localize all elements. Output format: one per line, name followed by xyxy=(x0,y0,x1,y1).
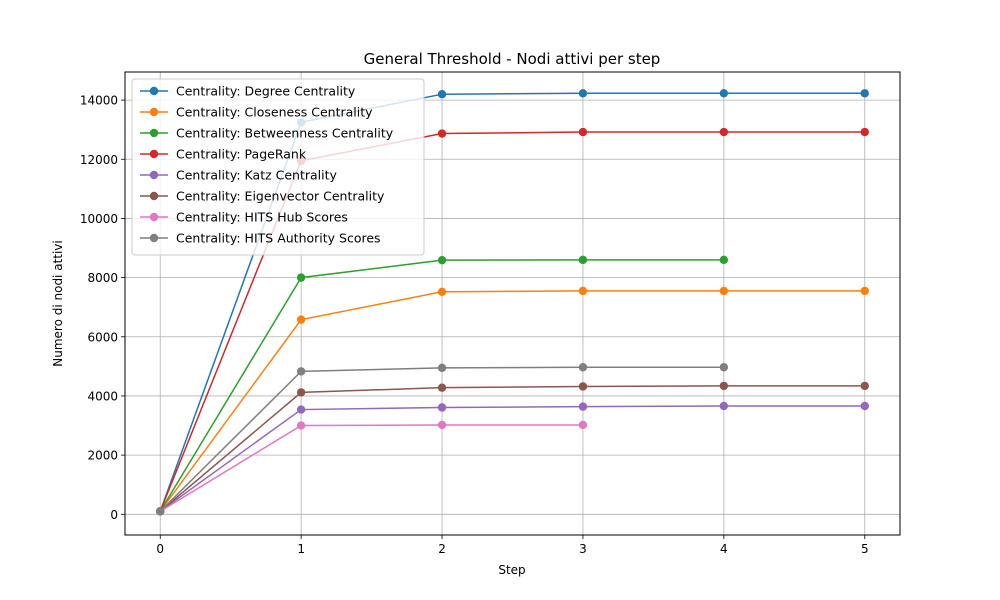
legend-marker xyxy=(149,191,159,201)
legend-label: Centrality: Closeness Centrality xyxy=(176,105,373,120)
legend-label: Centrality: PageRank xyxy=(176,147,307,162)
data-point xyxy=(156,507,165,516)
legend-label: Centrality: HITS Authority Scores xyxy=(176,231,381,246)
legend-entry: Centrality: Degree Centrality xyxy=(140,84,356,99)
legend-entry: Centrality: Eigenvector Centrality xyxy=(140,189,385,204)
legend-box xyxy=(131,78,425,256)
y-axis-label: Numero di nodi attivi xyxy=(51,240,65,367)
y-tick-label: 14000 xyxy=(80,94,118,108)
data-point xyxy=(578,420,588,430)
legend-entry: Centrality: HITS Hub Scores xyxy=(140,210,348,225)
series-line xyxy=(159,290,865,512)
x-axis-label: Step xyxy=(498,563,525,577)
legend-label: Centrality: Katz Centrality xyxy=(176,168,338,183)
data-point xyxy=(860,401,869,411)
legend-entry: Centrality: Betweenness Centrality xyxy=(140,126,394,141)
legend-label: Centrality: Betweenness Centrality xyxy=(176,126,394,141)
legend-label: Centrality: HITS Hub Scores xyxy=(176,210,348,225)
data-point xyxy=(719,401,729,411)
data-point xyxy=(719,381,729,391)
legend-entry: Centrality: Closeness Centrality xyxy=(140,105,373,120)
data-point xyxy=(296,367,306,376)
data-point xyxy=(578,363,588,372)
data-point xyxy=(296,315,306,324)
data-point xyxy=(719,286,729,296)
legend-marker xyxy=(149,170,159,180)
data-point xyxy=(578,382,588,391)
y-tick-label: 10000 xyxy=(80,212,118,226)
y-tick-label: 12000 xyxy=(80,153,118,167)
data-point xyxy=(296,388,306,397)
legend-marker xyxy=(149,86,159,96)
x-tick-label: 5 xyxy=(861,542,869,556)
legend-marker xyxy=(149,107,159,117)
data-point xyxy=(578,127,588,137)
data-point xyxy=(719,363,729,372)
y-tick-label: 4000 xyxy=(87,389,118,403)
data-point xyxy=(578,89,588,98)
legend-marker xyxy=(149,233,159,243)
x-tick-label: 1 xyxy=(297,542,305,556)
data-point xyxy=(296,405,306,414)
data-point xyxy=(296,421,306,430)
legend-label: Centrality: Eigenvector Centrality xyxy=(176,189,385,204)
data-point xyxy=(437,287,447,297)
y-tick-label: 0 xyxy=(110,508,118,522)
axis-ticks: 0 1 2 3 4 5 0 2000 4000 6000 8000 10000 12000 14000 xyxy=(80,94,869,556)
data-point xyxy=(719,255,729,265)
series-group xyxy=(156,89,869,516)
data-point xyxy=(578,402,588,411)
x-tick-label: 2 xyxy=(438,542,446,556)
data-point xyxy=(860,381,869,391)
legend: Centrality: Degree Centrality Centrality:… xyxy=(131,78,425,256)
grid xyxy=(125,72,900,535)
data-point xyxy=(860,286,869,296)
legend-marker xyxy=(149,212,159,222)
data-point xyxy=(719,89,729,98)
data-point xyxy=(578,255,588,265)
x-tick-label: 4 xyxy=(720,542,728,556)
data-point xyxy=(860,89,869,98)
data-point xyxy=(860,127,869,137)
series-line xyxy=(159,385,865,512)
data-point xyxy=(437,255,447,265)
legend-entry: Centrality: PageRank xyxy=(140,147,307,162)
plot-frame xyxy=(124,71,901,536)
y-tick-label: 6000 xyxy=(87,330,118,344)
y-tick-label: 2000 xyxy=(87,449,118,463)
legend-label: Centrality: Degree Centrality xyxy=(176,84,356,99)
chart-title: General Threshold - Nodi attivi per step xyxy=(364,50,661,68)
series-line xyxy=(159,405,865,512)
data-point xyxy=(437,363,447,373)
data-point xyxy=(437,403,447,412)
data-point xyxy=(719,127,729,137)
x-tick-label: 0 xyxy=(156,542,164,556)
data-point xyxy=(437,420,447,430)
data-point xyxy=(296,273,306,282)
series-7 xyxy=(156,363,729,516)
x-tick-label: 3 xyxy=(579,542,587,556)
legend-marker xyxy=(149,149,159,159)
data-point xyxy=(437,383,447,392)
y-tick-label: 8000 xyxy=(87,271,118,285)
legend-marker xyxy=(149,128,159,138)
data-point xyxy=(437,129,447,138)
series-line xyxy=(159,424,583,512)
legend-entry: Centrality: HITS Authority Scores xyxy=(140,231,381,246)
legend-entry: Centrality: Katz Centrality xyxy=(140,168,338,183)
data-point xyxy=(578,286,588,296)
data-point xyxy=(437,89,447,99)
